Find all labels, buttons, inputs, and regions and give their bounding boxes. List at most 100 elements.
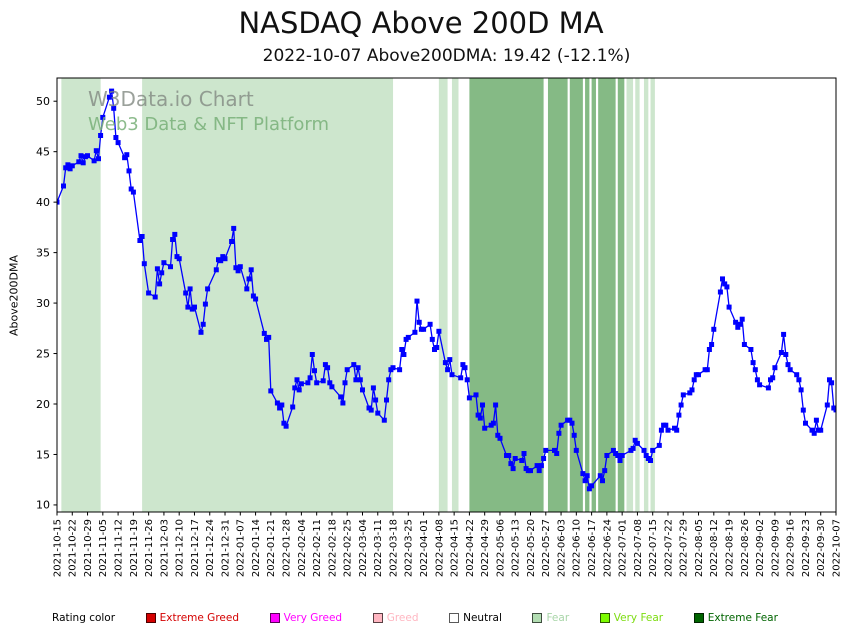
rating-band-extreme-fear: [598, 78, 616, 512]
x-tick-label: 2022-03-25: [404, 519, 415, 577]
y-tick-label: 30: [36, 297, 50, 310]
x-tick-label: 2022-09-09: [770, 519, 781, 577]
x-tick-label: 2022-01-21: [266, 519, 277, 577]
chart-subtitle: 2022-10-07 Above200DMA: 19.42 (-12.1%): [262, 46, 631, 66]
x-tick-label: 2022-04-08: [434, 519, 445, 577]
rating-band-fear: [650, 78, 655, 512]
x-tick-label: 2022-09-02: [755, 519, 766, 577]
x-axis: 2021-10-15 2021-10-22 2021-10-29 2021-11-05…: [52, 512, 842, 577]
x-tick-label: 2022-04-22: [465, 519, 476, 577]
x-tick-label: 2021-12-10: [175, 519, 186, 577]
x-tick-label: 2022-04-15: [450, 519, 461, 577]
y-tick-label: 25: [36, 347, 50, 360]
rating-band-fear: [61, 78, 101, 512]
legend-swatch: [532, 613, 543, 623]
x-tick-label: 2021-10-15: [52, 519, 63, 577]
rating-band-extreme-fear: [469, 78, 544, 512]
x-tick-label: 2022-08-05: [694, 519, 705, 577]
x-tick-label: 2022-08-12: [709, 519, 720, 577]
legend-item-label: Greed: [386, 612, 419, 624]
rating-band-extreme-fear: [585, 78, 590, 512]
legend-item-fear: Fear: [532, 612, 569, 624]
x-tick-label: 2022-05-06: [495, 519, 506, 577]
legend-item-extreme-fear: Extreme Fear: [693, 612, 778, 624]
y-tick-label: 35: [36, 246, 50, 259]
y-tick-label: 15: [36, 448, 50, 461]
x-tick-label: 2022-01-28: [282, 519, 293, 577]
x-tick-label: 2022-09-30: [816, 519, 827, 577]
x-tick-label: 2021-11-12: [113, 519, 124, 577]
x-tick-label: 2022-05-20: [526, 519, 537, 577]
legend-swatch: [693, 613, 704, 623]
x-tick-label: 2022-05-27: [541, 519, 552, 577]
x-tick-label: 2022-02-25: [343, 519, 354, 577]
legend-item-label: Neutral: [463, 612, 502, 624]
legend-item-extreme-greed: Extreme Greed: [145, 612, 239, 624]
y-tick-label: 10: [36, 499, 50, 512]
x-tick-label: 2022-08-19: [724, 519, 735, 577]
x-tick-label: 2022-04-01: [419, 519, 430, 577]
y-tick-label: 50: [36, 95, 50, 108]
y-tick-label: 40: [36, 196, 50, 209]
x-tick-label: 2022-07-08: [633, 519, 644, 577]
legend-item-greed: Greed: [372, 612, 419, 624]
x-tick-label: 2022-02-04: [297, 519, 308, 577]
legend-item-label: Extreme Greed: [159, 612, 239, 624]
y-axis: 10 15 20 25 30 35 40 45 50: [36, 95, 57, 512]
x-tick-label: 2022-03-18: [388, 519, 399, 577]
legend-item-label: Very Fear: [613, 612, 664, 624]
y-tick-label: 45: [36, 145, 50, 158]
x-tick-label: 2022-09-16: [786, 519, 797, 577]
x-tick-label: 2021-11-05: [98, 519, 109, 577]
legend-swatch: [145, 613, 156, 623]
x-tick-label: 2022-03-04: [358, 519, 369, 577]
y-tick-label: 20: [36, 398, 50, 411]
x-tick-label: 2022-06-03: [556, 519, 567, 577]
x-tick-label: 2022-01-14: [251, 519, 262, 577]
x-tick-label: 2021-12-03: [159, 519, 170, 577]
x-tick-label: 2021-12-31: [220, 519, 231, 577]
x-tick-label: 2022-02-18: [327, 519, 338, 577]
legend-item-label: Fear: [546, 612, 570, 624]
x-tick-label: 2022-07-01: [618, 519, 629, 577]
page-title: NASDAQ Above 200D MA: [238, 6, 604, 40]
x-tick-label: 2021-12-24: [205, 519, 216, 577]
rating-legend: Rating color Extreme Greed Very Greed Gree…: [52, 612, 778, 624]
x-tick-label: 2022-09-23: [801, 519, 812, 577]
x-tick-label: 2022-06-17: [587, 519, 598, 577]
rating-band-extreme-fear: [591, 78, 596, 512]
x-tick-label: 2021-11-19: [129, 519, 140, 577]
series-markers: [57, 88, 836, 492]
x-tick-label: 2022-01-07: [236, 519, 247, 577]
x-tick-label: 2022-08-26: [740, 519, 751, 577]
rating-band-fear: [643, 78, 649, 512]
x-tick-label: 2022-03-11: [373, 519, 384, 577]
x-tick-label: 2022-06-10: [572, 519, 583, 577]
rating-band-extreme-fear: [617, 78, 625, 512]
y-axis-label: Above200DMA: [7, 255, 21, 336]
x-tick-label: 2022-05-13: [511, 519, 522, 577]
rating-band-fear: [626, 78, 634, 512]
x-tick-label: 2021-10-22: [68, 519, 79, 577]
x-tick-label: 2021-10-29: [83, 519, 94, 577]
legend-item-label: Very Greed: [283, 612, 343, 624]
x-tick-label: 2022-10-07: [831, 519, 842, 577]
rating-band-fear: [635, 78, 640, 512]
legend-title: Rating color: [52, 612, 116, 624]
x-tick-label: 2022-07-29: [679, 519, 690, 577]
rating-band-extreme-fear: [547, 78, 568, 512]
x-tick-label: 2022-07-15: [648, 519, 659, 577]
x-tick-label: 2022-07-22: [663, 519, 674, 577]
legend-item-very-fear: Very Fear: [599, 612, 664, 624]
rating-band-fear: [438, 78, 448, 512]
legend-item-very-greed: Very Greed: [269, 612, 343, 624]
legend-swatch: [599, 613, 610, 623]
x-tick-label: 2022-02-11: [312, 519, 323, 577]
rating-band-extreme-fear: [569, 78, 583, 512]
legend-item-neutral: Neutral: [449, 612, 502, 624]
x-tick-label: 2022-06-24: [602, 519, 613, 577]
legend-swatch: [269, 613, 280, 623]
rating-bands: [61, 78, 655, 512]
